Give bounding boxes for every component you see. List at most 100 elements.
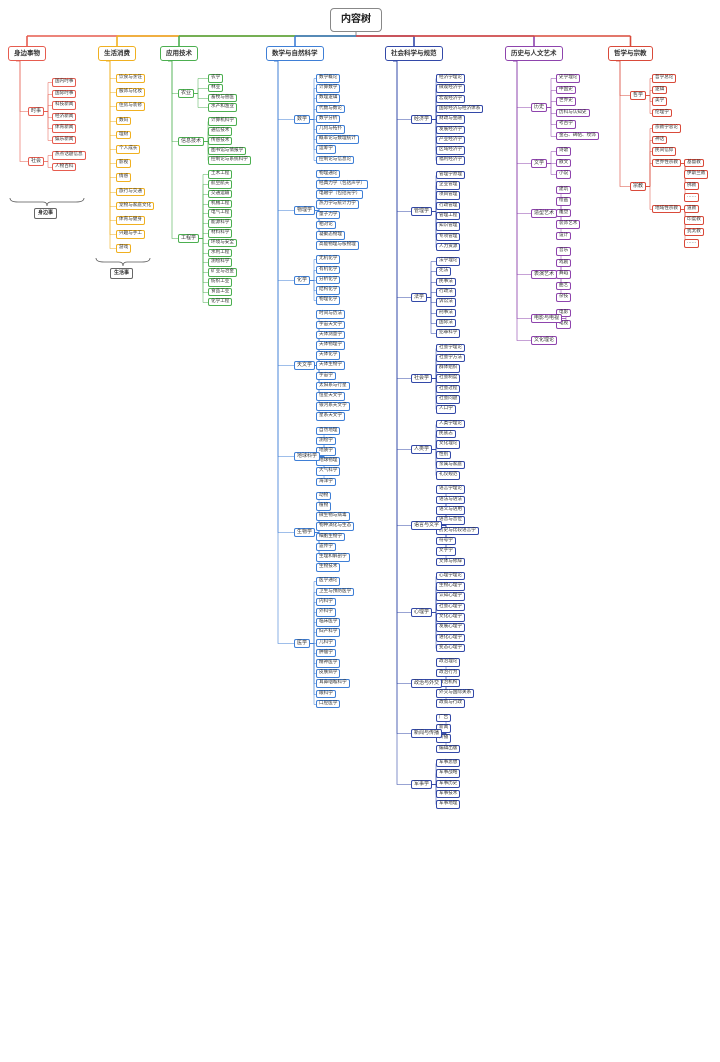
leaf-item[interactable]: 经典力学（包括声学） bbox=[316, 180, 368, 189]
leaf-item[interactable]: 天体测量学 bbox=[316, 330, 345, 340]
leaf-item[interactable]: 动物 bbox=[316, 491, 332, 501]
leaf-item[interactable]: 产业经济学 bbox=[436, 135, 465, 145]
leaf-item[interactable]: 饮食与烹饪 bbox=[116, 74, 145, 83]
subcategory-2-0[interactable]: 农业 bbox=[178, 88, 195, 98]
leaf-item[interactable]: …… bbox=[684, 193, 700, 202]
leaf-item[interactable]: 人力资源 bbox=[436, 242, 461, 252]
leaf-item[interactable]: 政治行为 bbox=[436, 668, 461, 678]
leaf-item[interactable]: 控制论与信息论 bbox=[316, 155, 355, 165]
leaf-item[interactable]: 军事战略 bbox=[436, 769, 461, 778]
leaf-item[interactable]: 概率论与数理统计 bbox=[316, 135, 359, 144]
subcategory-3-2[interactable]: 化学 bbox=[294, 275, 311, 285]
leaf-item[interactable]: 设计 bbox=[556, 231, 572, 241]
leaf-item[interactable]: 几何与拓扑 bbox=[316, 125, 345, 134]
leaf-item[interactable]: 物理通论 bbox=[316, 169, 341, 179]
leaf-item[interactable]: 林业 bbox=[208, 83, 224, 93]
leaf-item[interactable]: 数理逻辑 bbox=[316, 94, 341, 103]
leaf-item[interactable]: 国际时事 bbox=[52, 89, 77, 99]
leaf-item[interactable]: 大气科学 bbox=[316, 467, 341, 476]
leaf-item[interactable]: 外交与国际关系 bbox=[436, 689, 475, 698]
subcategory-4-3[interactable]: 社会学 bbox=[411, 374, 433, 384]
subcategory-4-5[interactable]: 语言与文字 bbox=[411, 521, 443, 531]
leaf-item[interactable]: 精神医学 bbox=[316, 659, 341, 668]
subcategory-3-0[interactable]: 数学 bbox=[294, 114, 311, 124]
leaf-item[interactable]: 美学 bbox=[652, 97, 668, 106]
subcategory-3-5[interactable]: 生物学 bbox=[294, 527, 316, 537]
leaf-item[interactable]: 民间信仰 bbox=[652, 147, 677, 156]
leaf-item[interactable]: 雕塑 bbox=[556, 208, 572, 218]
leaf-item[interactable]: 航空航天 bbox=[208, 180, 233, 189]
leaf-item[interactable]: 伊斯兰教 bbox=[684, 170, 709, 179]
category-4[interactable]: 社会科学与规范 bbox=[385, 46, 443, 61]
leaf-item[interactable]: 符号学 bbox=[436, 536, 456, 546]
leaf-item[interactable]: 临床医学 bbox=[316, 618, 341, 627]
leaf-item[interactable]: 发展经济学 bbox=[436, 125, 465, 135]
category-3[interactable]: 数学与自然科学 bbox=[266, 46, 324, 61]
leaf-item[interactable]: 政治理论 bbox=[436, 658, 461, 667]
subcategory-5-0[interactable]: 历史 bbox=[531, 102, 548, 112]
leaf-item[interactable]: 新闻 bbox=[436, 724, 452, 733]
leaf-item[interactable]: 口腔医学 bbox=[316, 699, 341, 709]
leaf-item[interactable]: 社会问题 bbox=[436, 395, 461, 404]
leaf-item[interactable]: 环境与安全 bbox=[208, 238, 237, 248]
leaf-item[interactable]: 群体组织 bbox=[436, 364, 461, 373]
leaf-item[interactable]: 广告 bbox=[436, 713, 452, 723]
subcategory-3-3[interactable]: 天文学 bbox=[294, 361, 316, 371]
leaf-item[interactable]: 无机化学 bbox=[316, 255, 341, 264]
leaf-item[interactable]: 妇产科学 bbox=[316, 628, 341, 637]
leaf-item[interactable]: 相对论 bbox=[316, 220, 336, 230]
leaf-item[interactable]: 哲学总论 bbox=[652, 74, 677, 83]
leaf-item[interactable]: 军事思想 bbox=[436, 758, 461, 768]
category-1[interactable]: 生活消费 bbox=[98, 46, 136, 61]
leaf-item[interactable]: 内科学 bbox=[316, 597, 336, 607]
leaf-item[interactable]: 交通运输 bbox=[208, 189, 233, 199]
leaf-item[interactable]: 世界性宗教 bbox=[652, 158, 681, 168]
leaf-item[interactable]: 世界史 bbox=[556, 97, 576, 106]
subcategory-0-1[interactable]: 社会 bbox=[28, 156, 45, 166]
leaf-item[interactable]: 进化心理学 bbox=[436, 633, 465, 643]
leaf-item[interactable]: 旅行与交通 bbox=[116, 187, 145, 197]
leaf-item[interactable]: 福利经济学 bbox=[436, 156, 465, 165]
leaf-item[interactable]: 食品工业 bbox=[208, 287, 233, 297]
leaf-item[interactable]: 财政与金融 bbox=[436, 115, 465, 124]
leaf-item[interactable]: 神话 bbox=[652, 135, 668, 145]
leaf-item[interactable]: 水利工程 bbox=[208, 248, 233, 258]
leaf-item[interactable]: 历史与比较语言学 bbox=[436, 526, 479, 536]
category-2[interactable]: 应用技术 bbox=[160, 46, 198, 61]
leaf-item[interactable]: 军事地理 bbox=[436, 800, 461, 809]
leaf-item[interactable]: 基督教 bbox=[684, 158, 704, 168]
leaf-item[interactable]: 水产和渔业 bbox=[208, 103, 237, 112]
subcategory-2-2[interactable]: 工程学 bbox=[178, 233, 200, 243]
category-0[interactable]: 身边事物 bbox=[8, 46, 46, 61]
leaf-item[interactable]: 天体物理学 bbox=[316, 341, 345, 350]
leaf-item[interactable]: 项目管理 bbox=[436, 191, 461, 200]
leaf-item[interactable]: 音乐 bbox=[556, 247, 572, 256]
leaf-item[interactable]: 区域经济学 bbox=[436, 146, 465, 155]
leaf-item[interactable]: 情感 bbox=[116, 173, 132, 182]
leaf-item[interactable]: 金石、碑帖、纹饰 bbox=[556, 131, 599, 141]
leaf-item[interactable]: 眼科学 bbox=[316, 689, 336, 699]
leaf-item[interactable]: 社会学方法 bbox=[436, 353, 465, 363]
leaf-item[interactable]: 语音与音位 bbox=[436, 516, 465, 525]
leaf-item[interactable]: 佛教 bbox=[684, 181, 700, 191]
leaf-item[interactable]: 政策与行政 bbox=[436, 699, 465, 708]
leaf-item[interactable]: 医学通论 bbox=[316, 577, 341, 586]
leaf-item[interactable]: 恒星天文学 bbox=[316, 392, 345, 401]
leaf-item[interactable]: 娱乐新闻 bbox=[52, 135, 77, 145]
leaf-item[interactable]: 天体生物学 bbox=[316, 361, 345, 370]
leaf-item[interactable]: 皮肤病学 bbox=[316, 669, 341, 678]
leaf-item[interactable]: 有机化学 bbox=[316, 265, 341, 275]
leaf-item[interactable]: 时间与历法 bbox=[316, 310, 345, 319]
leaf-item[interactable]: 人物百科 bbox=[52, 162, 77, 172]
leaf-item[interactable]: 军事技术 bbox=[436, 789, 461, 799]
leaf-item[interactable]: 生物技术 bbox=[316, 563, 341, 572]
leaf-item[interactable]: 体育与健身 bbox=[116, 216, 145, 225]
leaf-item[interactable]: 国际经济与经济体系 bbox=[436, 104, 484, 114]
leaf-item[interactable]: 管理工程 bbox=[436, 211, 461, 221]
leaf-item[interactable]: 计算机科学 bbox=[208, 117, 237, 126]
leaf-item[interactable]: 地球物理 bbox=[316, 457, 341, 466]
leaf-item[interactable]: 文字学 bbox=[436, 547, 456, 556]
leaf-item[interactable]: 卫生与预防医学 bbox=[316, 587, 355, 597]
summary-label[interactable]: 生活事 bbox=[110, 268, 134, 279]
leaf-item[interactable]: 诗歌 bbox=[556, 147, 572, 156]
